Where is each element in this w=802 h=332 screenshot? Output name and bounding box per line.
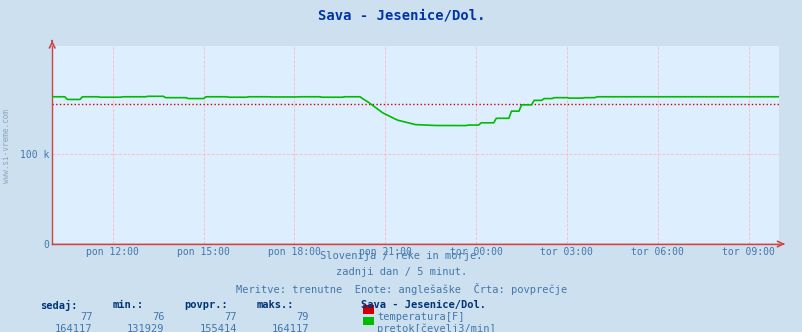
Text: povpr.:: povpr.: <box>184 300 228 310</box>
Text: Sava - Jesenice/Dol.: Sava - Jesenice/Dol. <box>318 8 484 22</box>
Text: www.si-vreme.com: www.si-vreme.com <box>2 109 11 183</box>
Text: 164117: 164117 <box>55 324 92 332</box>
Text: 164117: 164117 <box>271 324 309 332</box>
Text: maks.:: maks.: <box>257 300 294 310</box>
Text: 77: 77 <box>79 312 92 322</box>
Text: 77: 77 <box>224 312 237 322</box>
Text: 76: 76 <box>152 312 164 322</box>
Text: zadnji dan / 5 minut.: zadnji dan / 5 minut. <box>335 267 467 277</box>
Text: sedaj:: sedaj: <box>40 300 78 311</box>
Text: min.:: min.: <box>112 300 144 310</box>
Text: Meritve: trenutne  Enote: anglešaške  Črta: povprečje: Meritve: trenutne Enote: anglešaške Črta… <box>236 283 566 295</box>
Text: pretok[čevelj3/min]: pretok[čevelj3/min] <box>377 324 496 332</box>
Text: temperatura[F]: temperatura[F] <box>377 312 464 322</box>
Text: 155414: 155414 <box>199 324 237 332</box>
Text: 131929: 131929 <box>127 324 164 332</box>
Text: Slovenija / reke in morje.: Slovenija / reke in morje. <box>320 251 482 261</box>
Text: 79: 79 <box>296 312 309 322</box>
Text: Sava - Jesenice/Dol.: Sava - Jesenice/Dol. <box>361 300 486 310</box>
